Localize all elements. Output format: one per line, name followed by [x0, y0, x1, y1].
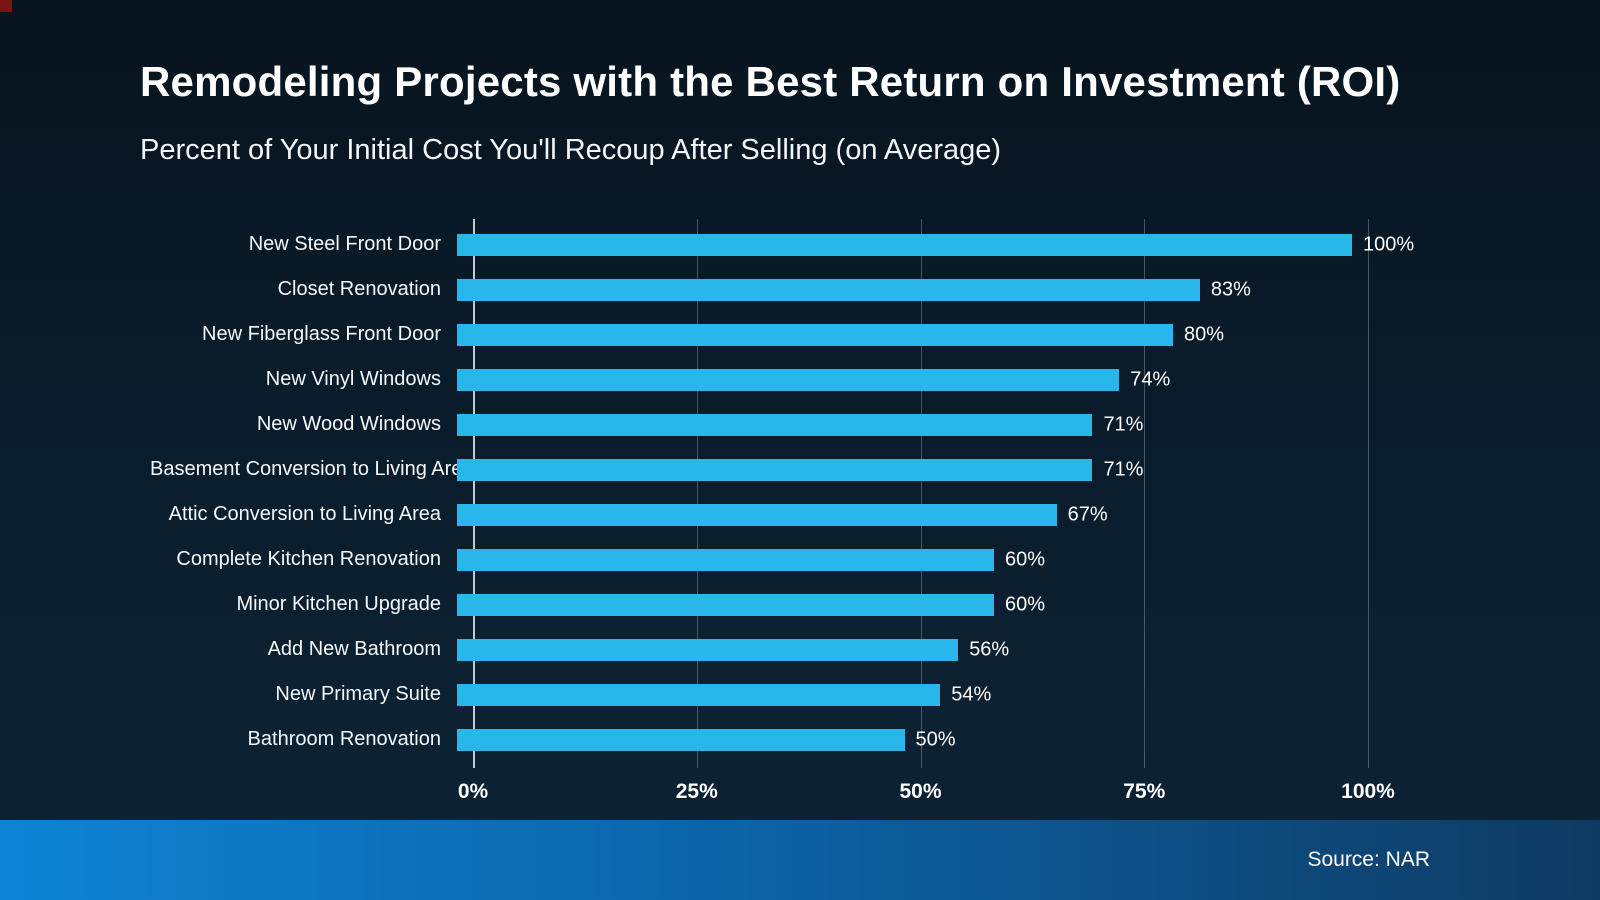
x-tick-label: 100% [1341, 780, 1395, 803]
bar-track: 100% [457, 233, 1414, 256]
page-title: Remodeling Projects with the Best Return… [140, 58, 1401, 105]
bar [457, 233, 1352, 256]
value-label: 60% [1005, 593, 1046, 615]
bar [457, 458, 1093, 481]
bar-track: 60% [457, 548, 1352, 571]
category-label: Bathroom Renovation [247, 728, 441, 750]
chart-header: Remodeling Projects with the Best Return… [140, 58, 1540, 167]
category-label: New Vinyl Windows [265, 368, 441, 390]
chart-row: Add New Bathroom 56% [150, 627, 1368, 672]
bar-track: 71% [457, 458, 1352, 481]
bar [457, 503, 1057, 526]
value-label: 83% [1210, 278, 1251, 300]
value-label: 56% [969, 638, 1010, 660]
category-label: Basement Conversion to Living Area [150, 458, 474, 480]
category-label: Closet Renovation [277, 278, 441, 300]
value-label: 67% [1067, 503, 1108, 525]
source-label: Source: NAR [1307, 848, 1430, 871]
bar [457, 683, 941, 706]
category-label: New Steel Front Door [248, 233, 441, 255]
chart-row: New Fiberglass Front Door 80% [150, 312, 1368, 357]
chart-rows: New Steel Front Door 100% Closet Renovatio… [150, 222, 1414, 762]
category-label: Add New Bathroom [267, 638, 441, 660]
x-tick-label: 75% [1123, 780, 1166, 803]
value-label: 100% [1363, 233, 1415, 255]
bar [457, 368, 1120, 391]
x-axis-labels: 0% 25% 50% 75% 100% [458, 780, 1395, 806]
chart-row: Closet Renovation 83% [150, 267, 1368, 312]
value-label: 74% [1130, 368, 1171, 390]
bar [457, 593, 994, 616]
bar-track: 71% [457, 413, 1352, 436]
category-label: New Wood Windows [256, 413, 441, 435]
footer-band: Source: NAR [0, 820, 1600, 900]
x-tick-label: 25% [675, 780, 718, 803]
chart-row: Basement Conversion to Living Area 71% [150, 447, 1368, 492]
x-tick-label: 50% [899, 780, 942, 803]
chart-row: Bathroom Renovation 50% [150, 717, 1368, 762]
page-subtitle: Percent of Your Initial Cost You'll Reco… [140, 134, 1002, 166]
bar-track: 83% [457, 278, 1352, 301]
chart-row: New Wood Windows 71% [150, 402, 1368, 447]
chart-row: Complete Kitchen Renovation 60% [150, 537, 1368, 582]
bar-track: 67% [457, 503, 1352, 526]
category-label: New Fiberglass Front Door [202, 323, 441, 345]
bar [457, 548, 994, 571]
chart-row: Minor Kitchen Upgrade 60% [150, 582, 1368, 627]
bar [457, 323, 1173, 346]
category-label: New Primary Suite [275, 683, 441, 705]
value-label: 60% [1005, 548, 1046, 570]
gridline [1368, 219, 1369, 768]
value-label: 71% [1103, 413, 1144, 435]
bar [457, 728, 905, 751]
x-tick-label: 0% [457, 780, 489, 803]
bar-track: 60% [457, 593, 1352, 616]
chart-row: New Steel Front Door 100% [150, 222, 1414, 267]
category-label: Complete Kitchen Renovation [176, 548, 441, 570]
value-label: 80% [1184, 323, 1225, 345]
bar-track: 74% [457, 368, 1352, 391]
bar [457, 413, 1093, 436]
value-label: 71% [1103, 458, 1144, 480]
chart-row: New Primary Suite 54% [150, 672, 1368, 717]
chart-row: Attic Conversion to Living Area 67% [150, 492, 1368, 537]
bar [457, 278, 1200, 301]
bar-chart: New Steel Front Door 100% Closet Renovatio… [150, 219, 1414, 806]
bar-track: 80% [457, 323, 1352, 346]
bar-track: 50% [457, 728, 1352, 751]
chart-row: New Vinyl Windows 74% [150, 357, 1368, 402]
category-label: Minor Kitchen Upgrade [236, 593, 441, 615]
value-label: 54% [951, 683, 992, 705]
category-label: Attic Conversion to Living Area [168, 503, 441, 525]
bar [457, 638, 959, 661]
bar-track: 56% [457, 638, 1352, 661]
corner-marker [0, 0, 12, 12]
value-label: 50% [915, 728, 956, 750]
bar-track: 54% [457, 683, 1352, 706]
